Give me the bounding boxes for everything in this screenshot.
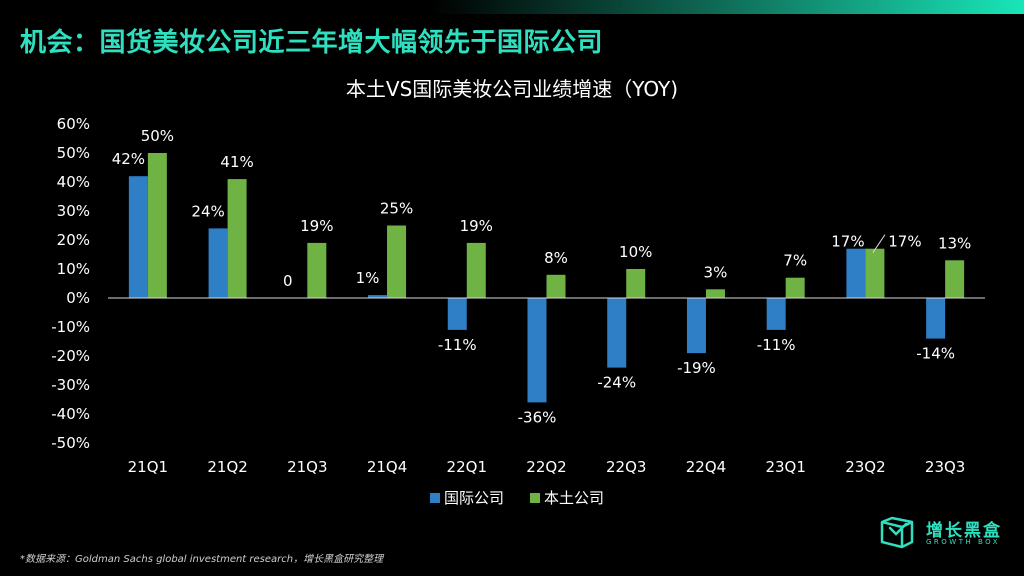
label-local-22Q3: 10% xyxy=(619,243,652,261)
y-tick-label: 10% xyxy=(57,260,90,278)
y-tick-label: -30% xyxy=(51,376,90,394)
label-intl-22Q4: -19% xyxy=(677,359,716,377)
label-intl-21Q4: 1% xyxy=(356,269,380,287)
label-intl-22Q3: -24% xyxy=(597,374,636,392)
bar-local-22Q3 xyxy=(626,269,646,298)
label-local-22Q4: 3% xyxy=(704,263,728,281)
growth-box-logo: 增长黑盒 GROWTH BOX xyxy=(878,514,1008,554)
label-intl-22Q1: -11% xyxy=(438,336,477,354)
top-accent-bar xyxy=(0,0,1024,14)
bar-intl-22Q2 xyxy=(527,298,547,403)
bar-intl-23Q1 xyxy=(766,298,786,330)
label-local-21Q1: 50% xyxy=(141,127,174,145)
bar-intl-22Q4 xyxy=(686,298,706,354)
bar-local-23Q2 xyxy=(865,248,885,298)
label-local-23Q1: 7% xyxy=(783,252,807,270)
bar-intl-21Q1 xyxy=(128,176,148,298)
y-tick-label: -40% xyxy=(51,405,90,423)
bar-local-22Q4 xyxy=(705,289,725,298)
label-leader-line xyxy=(872,234,886,253)
label-intl-23Q2: 17% xyxy=(831,233,864,251)
y-axis: 60% 50% 40% 30% 20% 10% 0% -10% -20% -30% -40% -50% xyxy=(51,115,90,452)
legend-swatch-intl xyxy=(430,493,440,503)
x-tick-label: 23Q3 xyxy=(925,458,965,476)
bar-intl-23Q3 xyxy=(926,298,946,339)
x-axis: 21Q1 21Q2 21Q3 21Q4 22Q1 22Q2 22Q3 22Q4 23Q1 23Q2… xyxy=(128,458,966,476)
y-tick-label: 40% xyxy=(57,173,90,191)
bar-intl-22Q1 xyxy=(447,298,467,330)
x-tick-label: 22Q3 xyxy=(606,458,646,476)
y-tick-label: -20% xyxy=(51,347,90,365)
y-tick-label: 30% xyxy=(57,202,90,220)
label-local-22Q1: 19% xyxy=(460,217,493,235)
label-intl-22Q2: -36% xyxy=(518,408,557,426)
chart-title: 本土VS国际美妆公司业绩增速（YOY) xyxy=(346,77,678,101)
label-local-23Q3: 13% xyxy=(938,234,971,252)
legend-label-intl: 国际公司 xyxy=(444,489,504,507)
bar-intl-21Q2 xyxy=(208,228,228,298)
bar-intl-21Q4 xyxy=(368,295,388,298)
label-intl-21Q2: 24% xyxy=(191,202,224,220)
label-intl-21Q3: 0 xyxy=(283,272,293,290)
label-local-23Q2: 17% xyxy=(888,233,921,251)
label-intl-23Q3: -14% xyxy=(916,345,955,363)
legend: 国际公司 本土公司 xyxy=(430,489,604,507)
bar-local-21Q3 xyxy=(307,242,327,298)
label-local-22Q2: 8% xyxy=(544,249,568,267)
y-tick-label: 60% xyxy=(57,115,90,133)
x-tick-label: 23Q1 xyxy=(765,458,805,476)
box-logo-icon xyxy=(880,516,914,549)
page-title: 机会：国货美妆公司近三年增大幅领先于国际公司 xyxy=(20,28,604,58)
bars xyxy=(128,153,965,403)
y-tick-label: 50% xyxy=(57,144,90,162)
x-tick-label: 21Q2 xyxy=(207,458,247,476)
logo-name-cn: 增长黑盒 xyxy=(926,521,1002,541)
x-tick-label: 22Q2 xyxy=(526,458,566,476)
bar-local-22Q2 xyxy=(546,274,566,298)
data-labels: 42% 50% 24% 41% 0 19% 1% 25% -11% 19% -36% 8% -24% 10… xyxy=(112,127,972,426)
x-tick-label: 22Q1 xyxy=(447,458,487,476)
bar-local-21Q4 xyxy=(387,225,407,298)
x-tick-label: 21Q4 xyxy=(367,458,407,476)
x-tick-label: 21Q3 xyxy=(287,458,327,476)
x-tick-label: 23Q2 xyxy=(845,458,885,476)
y-tick-label: 20% xyxy=(57,231,90,249)
y-tick-label: -10% xyxy=(51,318,90,336)
y-tick-label: 0% xyxy=(66,289,90,307)
label-local-21Q2: 41% xyxy=(220,153,253,171)
logo-name-en: GROWTH BOX xyxy=(926,538,1001,546)
bar-local-21Q1 xyxy=(147,153,167,298)
y-tick-label: -50% xyxy=(51,434,90,452)
label-local-21Q3: 19% xyxy=(300,217,333,235)
x-tick-label: 22Q4 xyxy=(686,458,726,476)
legend-label-local: 本土公司 xyxy=(544,489,604,507)
bar-local-23Q1 xyxy=(785,277,805,298)
label-intl-23Q1: -11% xyxy=(757,336,796,354)
bar-local-22Q1 xyxy=(466,242,486,298)
label-intl-21Q1: 42% xyxy=(112,150,145,168)
source-footnote: *数据来源：Goldman Sachs global investment re… xyxy=(20,554,384,565)
label-local-21Q4: 25% xyxy=(380,200,413,218)
bar-local-23Q3 xyxy=(945,260,965,298)
legend-swatch-local xyxy=(530,493,540,503)
bar-intl-22Q3 xyxy=(607,298,627,368)
bar-local-21Q2 xyxy=(227,179,247,298)
x-tick-label: 21Q1 xyxy=(128,458,168,476)
bar-intl-23Q2 xyxy=(846,248,866,298)
